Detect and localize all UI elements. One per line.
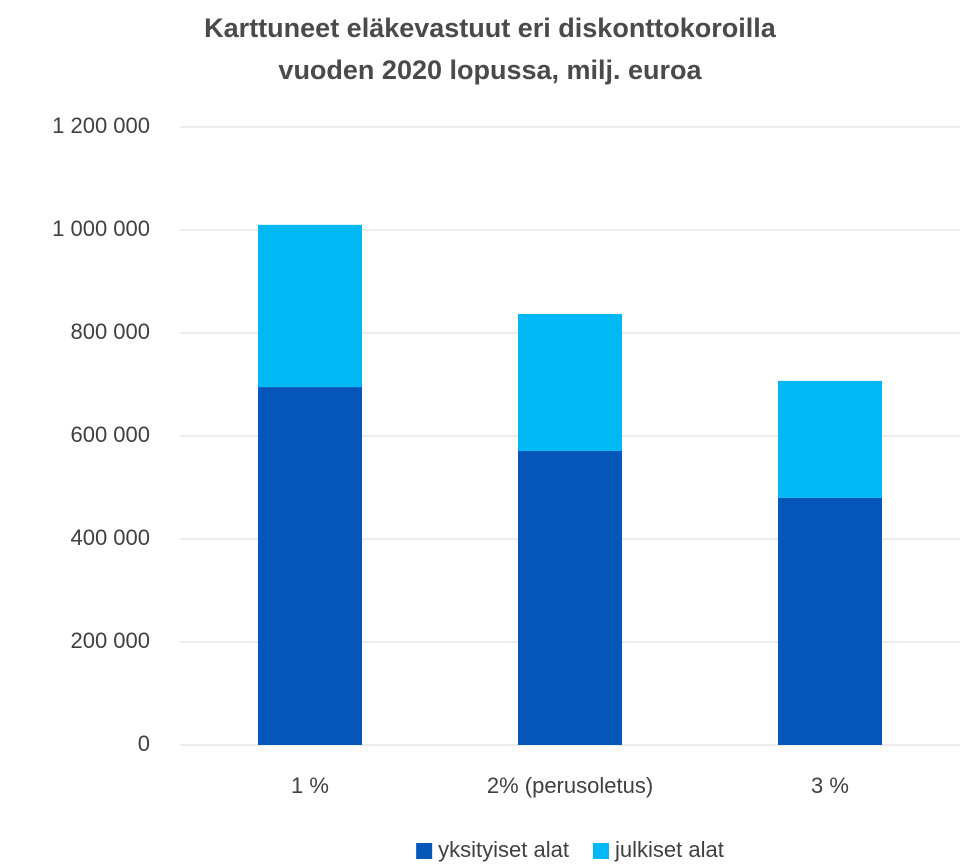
y-tick-label: 800 000 xyxy=(70,319,150,344)
bar-segment xyxy=(518,313,622,451)
x-tick-label: 2% (perusoletus) xyxy=(487,773,653,798)
y-tick-label: 200 000 xyxy=(70,628,150,653)
bar-segment xyxy=(778,497,882,745)
bar-segment xyxy=(258,387,362,745)
bar-segment xyxy=(518,450,622,745)
y-tick-label: 600 000 xyxy=(70,422,150,447)
y-tick-label: 1 000 000 xyxy=(52,216,150,241)
x-tick-label: 1 % xyxy=(291,773,329,798)
chart-title: Karttuneet eläkevastuut eri diskonttokor… xyxy=(204,13,777,43)
bar-segment xyxy=(258,224,362,388)
legend-label: yksityiset alat xyxy=(438,837,569,862)
y-tick-label: 1 200 000 xyxy=(52,113,150,138)
chart-title: vuoden 2020 lopussa, milj. euroa xyxy=(278,55,702,85)
x-tick-label: 3 % xyxy=(811,773,849,798)
legend-swatch xyxy=(592,843,609,859)
y-tick-label: 0 xyxy=(138,731,150,756)
bar-segment xyxy=(778,380,882,498)
legend-label: julkiset alat xyxy=(614,837,724,862)
legend-swatch xyxy=(416,843,433,859)
y-tick-label: 400 000 xyxy=(70,525,150,550)
